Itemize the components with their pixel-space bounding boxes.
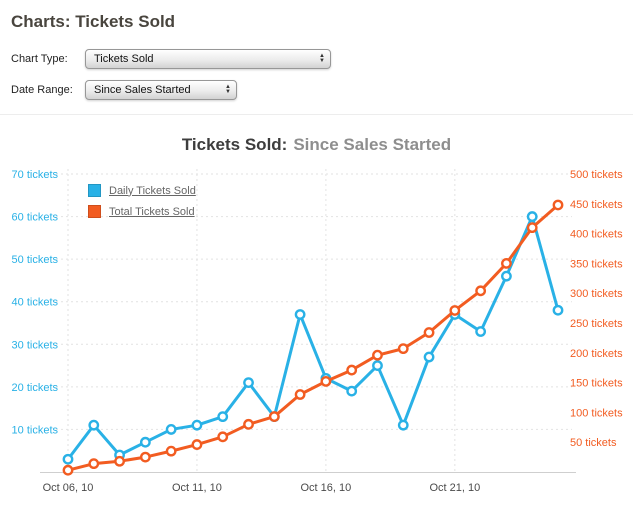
- svg-text:250 tickets: 250 tickets: [570, 318, 623, 330]
- y-axis-right: 50 tickets 100 tickets 150 tickets 200 tick…: [570, 169, 623, 449]
- svg-text:200 tickets: 200 tickets: [570, 348, 623, 360]
- svg-text:30 tickets: 30 tickets: [12, 339, 59, 351]
- svg-text:350 tickets: 350 tickets: [570, 258, 623, 270]
- svg-text:400 tickets: 400 tickets: [570, 229, 623, 241]
- chart-controls: Chart Type: Tickets Sold ▲ ▼ Date Range: …: [0, 32, 633, 115]
- chart-title-sub: Since Sales Started: [293, 135, 452, 154]
- svg-text:10 tickets: 10 tickets: [12, 424, 59, 436]
- svg-text:150 tickets: 150 tickets: [570, 378, 623, 390]
- y-axis-left: 10 tickets 20 tickets 30 tickets 40 tickets…: [12, 169, 59, 436]
- legend-item-total[interactable]: Total Tickets Sold: [88, 205, 196, 218]
- svg-text:Oct 16, 10: Oct 16, 10: [301, 482, 352, 494]
- tickets-chart: 10 tickets 20 tickets 30 tickets 40 tickets…: [0, 157, 633, 519]
- gridlines: [56, 169, 572, 472]
- page-title: Charts: Tickets Sold: [11, 12, 176, 31]
- svg-text:60 tickets: 60 tickets: [12, 212, 59, 224]
- svg-text:500 tickets: 500 tickets: [570, 169, 623, 181]
- svg-text:100 tickets: 100 tickets: [570, 407, 623, 419]
- x-axis: Oct 06, 10 Oct 11, 10 Oct 16, 10 Oct 21, 10: [40, 472, 576, 494]
- legend-item-daily[interactable]: Daily Tickets Sold: [88, 184, 196, 197]
- svg-text:70 tickets: 70 tickets: [12, 169, 59, 181]
- date-range-selected-value: Since Sales Started: [94, 84, 191, 96]
- chart-legend: Daily Tickets Sold Total Tickets Sold: [88, 184, 196, 226]
- select-stepper-icon: ▲ ▼: [319, 53, 325, 64]
- chart-type-selected-value: Tickets Sold: [94, 53, 154, 65]
- page-header: Charts: Tickets Sold: [0, 0, 633, 32]
- legend-color-daily-icon: [88, 184, 101, 197]
- chart-title-main: Tickets Sold:: [181, 135, 288, 154]
- chart-type-row: Chart Type: Tickets Sold ▲ ▼: [11, 49, 633, 69]
- svg-text:Oct 21, 10: Oct 21, 10: [429, 482, 480, 494]
- date-range-row: Date Range: Since Sales Started ▲ ▼: [11, 80, 633, 100]
- legend-label-daily: Daily Tickets Sold: [109, 184, 196, 197]
- svg-text:Oct 06, 10: Oct 06, 10: [43, 482, 94, 494]
- date-range-select[interactable]: Since Sales Started ▲ ▼: [85, 80, 237, 100]
- chart-title: Tickets Sold: Since Sales Started: [0, 135, 633, 155]
- chart-type-label: Chart Type:: [11, 53, 68, 65]
- svg-text:40 tickets: 40 tickets: [12, 297, 59, 309]
- chart-canvas: 10 tickets 20 tickets 30 tickets 40 tickets…: [12, 169, 623, 494]
- svg-text:300 tickets: 300 tickets: [570, 288, 623, 300]
- select-stepper-icon: ▲ ▼: [225, 84, 231, 95]
- svg-text:Oct 11, 10: Oct 11, 10: [172, 482, 222, 494]
- chart-type-select[interactable]: Tickets Sold ▲ ▼: [85, 49, 331, 69]
- legend-color-total-icon: [88, 205, 101, 218]
- legend-label-total: Total Tickets Sold: [109, 205, 195, 218]
- date-range-label: Date Range:: [11, 84, 73, 96]
- svg-text:50 tickets: 50 tickets: [12, 254, 59, 266]
- svg-text:450 tickets: 450 tickets: [570, 199, 623, 211]
- series-daily-tickets-sold: [62, 211, 564, 465]
- series-total-tickets-sold: [62, 199, 564, 476]
- svg-text:20 tickets: 20 tickets: [12, 382, 59, 394]
- svg-text:50 tickets: 50 tickets: [570, 437, 617, 449]
